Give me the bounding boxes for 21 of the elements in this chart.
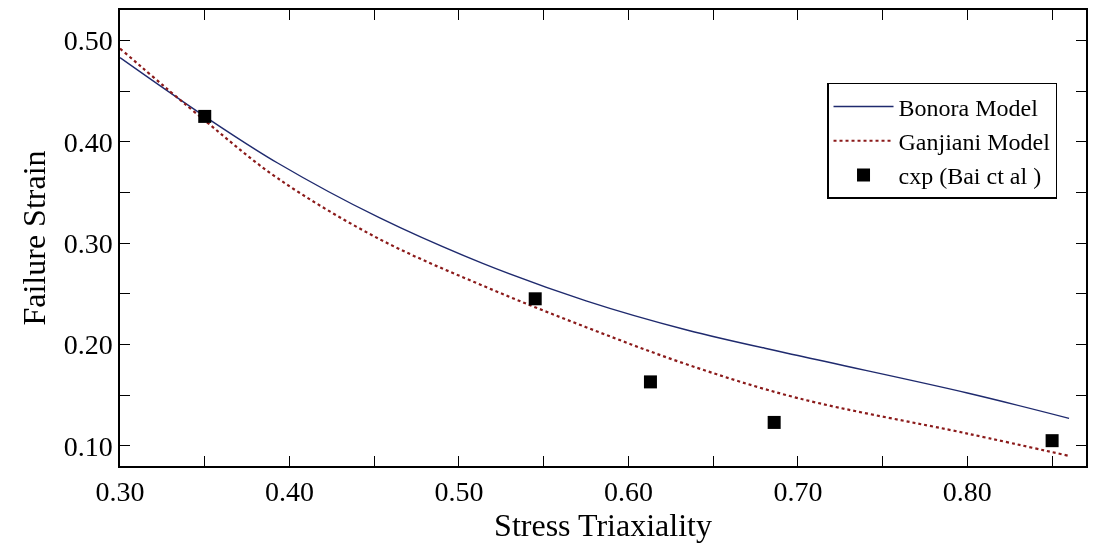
x-tick-label: 0.60 <box>603 476 653 508</box>
x-tick-label: 0.30 <box>95 476 145 508</box>
x-tick-label: 0.70 <box>773 476 823 508</box>
legend-label: cxp (Bai ct al ) <box>898 163 1042 190</box>
y-axis-title: Failure Strain <box>16 150 53 326</box>
x-axis-title: Stress Triaxiality <box>494 507 712 544</box>
y-tick-label: 0.30 <box>63 227 113 259</box>
point <box>643 375 657 389</box>
x-tick-label: 0.50 <box>434 476 484 508</box>
y-tick-label: 0.40 <box>63 126 113 158</box>
point <box>198 109 212 123</box>
point <box>767 415 781 429</box>
legend-label: Bonora Model <box>898 94 1039 121</box>
y-tick-label: 0.50 <box>63 25 113 57</box>
legend-label: Ganjiani Model <box>898 129 1051 156</box>
x-tick-label: 0.40 <box>264 476 314 508</box>
y-tick-label: 0.20 <box>63 329 113 361</box>
y-tick-label: 0.10 <box>63 430 113 462</box>
x-tick-label: 0.80 <box>942 476 992 508</box>
point <box>528 292 542 306</box>
point <box>1045 434 1059 448</box>
